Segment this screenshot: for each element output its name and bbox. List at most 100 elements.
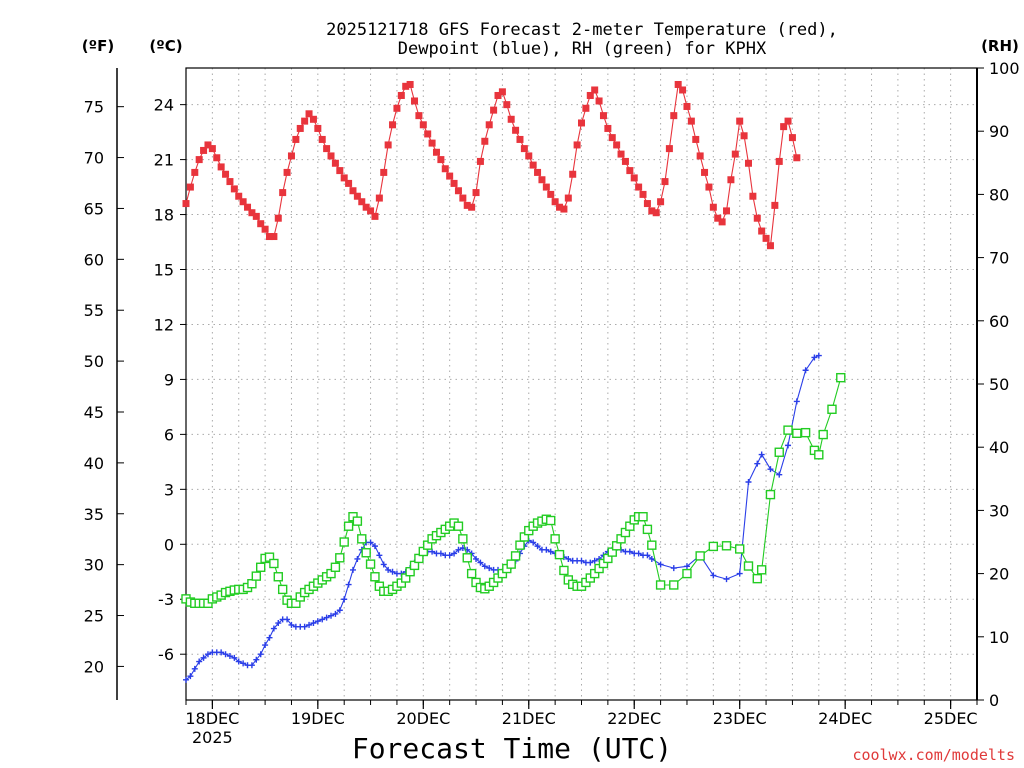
temperature-point bbox=[525, 152, 533, 160]
temperature-point bbox=[744, 159, 752, 167]
dewpoint-point bbox=[802, 367, 809, 374]
temperature-point bbox=[582, 104, 590, 112]
dewpoint-point bbox=[811, 354, 818, 361]
axes bbox=[116, 67, 978, 701]
rh-point bbox=[638, 512, 648, 522]
rh-tick-label: 40 bbox=[989, 438, 1009, 457]
rh-point bbox=[546, 515, 556, 526]
dewpoint-point bbox=[793, 398, 800, 405]
dewpoint-point bbox=[815, 352, 822, 359]
temperature-point bbox=[547, 190, 555, 198]
dewpoint-point bbox=[354, 555, 361, 562]
temperature-point bbox=[674, 80, 682, 88]
time-tick-label: 23DEC bbox=[713, 709, 767, 728]
temperature-point bbox=[200, 146, 208, 154]
temperature-point bbox=[428, 139, 436, 147]
rh-tick-label: 70 bbox=[989, 249, 1009, 268]
rh-point bbox=[273, 572, 283, 582]
time-tick-label: 22DEC bbox=[607, 709, 661, 728]
dewpoint-point bbox=[380, 561, 387, 568]
temperature-point bbox=[191, 168, 199, 176]
temperature-point bbox=[599, 112, 607, 120]
series-rh bbox=[181, 372, 846, 609]
rh-point bbox=[352, 516, 363, 526]
temperature-point bbox=[630, 174, 638, 182]
temperature-point bbox=[569, 170, 577, 178]
rh-point bbox=[783, 425, 793, 435]
dewpoint-point bbox=[446, 552, 453, 559]
temperature-point bbox=[718, 218, 726, 226]
rh-point bbox=[814, 450, 824, 460]
rh-point bbox=[330, 562, 341, 572]
dewpoint-point bbox=[565, 555, 572, 562]
rh-point bbox=[458, 534, 468, 544]
temperature-point bbox=[551, 198, 559, 206]
temperature-point bbox=[419, 121, 427, 129]
temperature-point bbox=[432, 148, 440, 156]
temperature-point bbox=[516, 135, 524, 143]
dewpoint-point bbox=[785, 442, 792, 449]
temperature-point bbox=[195, 156, 203, 164]
temperature-point bbox=[248, 209, 256, 217]
dewpoint-point bbox=[270, 625, 277, 632]
temperature-point bbox=[573, 141, 581, 149]
temperature-point bbox=[292, 135, 300, 143]
dewpoint-point bbox=[683, 563, 690, 570]
rh-point bbox=[453, 521, 464, 531]
temperature-point bbox=[446, 172, 454, 180]
dewpoint-point bbox=[385, 566, 392, 573]
fahrenheit-axis-ticks: 20 25 30 35 40 45 50 55 60 65 70 75 bbox=[84, 98, 124, 676]
temperature-point bbox=[296, 124, 304, 132]
rh-point bbox=[335, 553, 345, 563]
temperature-point bbox=[327, 152, 335, 160]
temperature-point bbox=[639, 190, 647, 198]
dewpoint-point bbox=[486, 565, 493, 572]
temperature-point bbox=[340, 174, 348, 182]
temperature-point bbox=[415, 112, 423, 120]
dewpoint-point bbox=[349, 566, 356, 573]
temperature-point bbox=[538, 176, 546, 184]
dewpoint-point bbox=[657, 561, 664, 568]
dewpoint-point bbox=[262, 642, 269, 649]
rh-point bbox=[756, 565, 767, 575]
dewpoint-point bbox=[196, 658, 203, 665]
temperature-point bbox=[727, 176, 735, 184]
temperature-point bbox=[244, 203, 252, 211]
fahrenheit-tick-label: 60 bbox=[84, 250, 104, 269]
celsius-tick-label: 0 bbox=[164, 535, 174, 554]
dewpoint-point bbox=[451, 550, 458, 557]
celsius-tick-label: 21 bbox=[154, 151, 174, 170]
dewpoint-point bbox=[235, 658, 242, 665]
celsius-axis-ticks: -6 -3 0 3 6 9 12 15 18 21 24 bbox=[154, 96, 186, 664]
rh-point bbox=[343, 521, 354, 531]
dewpoint-point bbox=[275, 620, 282, 627]
temperature-point bbox=[687, 117, 695, 125]
temperature-point bbox=[345, 179, 353, 187]
temperature-point bbox=[468, 203, 476, 211]
temperature-point bbox=[481, 137, 489, 145]
temperature-point bbox=[358, 198, 366, 206]
credit-label: coolwx.com/modelts bbox=[852, 746, 1015, 764]
dewpoint-point bbox=[710, 572, 717, 579]
temperature-point bbox=[613, 141, 621, 149]
dewpoint-point bbox=[635, 550, 642, 557]
temperature-point bbox=[454, 187, 462, 195]
temperature-point bbox=[397, 91, 405, 99]
temperature-point bbox=[318, 135, 326, 143]
rh-point bbox=[277, 584, 288, 595]
rh-point bbox=[361, 548, 371, 558]
dewpoint-point bbox=[723, 576, 730, 583]
temperature-point bbox=[556, 203, 564, 211]
rh-point bbox=[682, 568, 692, 579]
dewpoint-point bbox=[736, 570, 743, 577]
dewpoint-point bbox=[204, 651, 211, 658]
temperature-point bbox=[463, 201, 471, 209]
rh-point bbox=[647, 540, 657, 550]
temperature-point bbox=[683, 102, 691, 110]
dewpoint-point bbox=[183, 676, 189, 683]
rh-point bbox=[247, 579, 257, 589]
rh-point bbox=[339, 537, 349, 547]
dewpoint-point bbox=[345, 581, 352, 588]
celsius-tick-label: 9 bbox=[164, 370, 174, 389]
rh-tick-label: 30 bbox=[989, 501, 1009, 520]
